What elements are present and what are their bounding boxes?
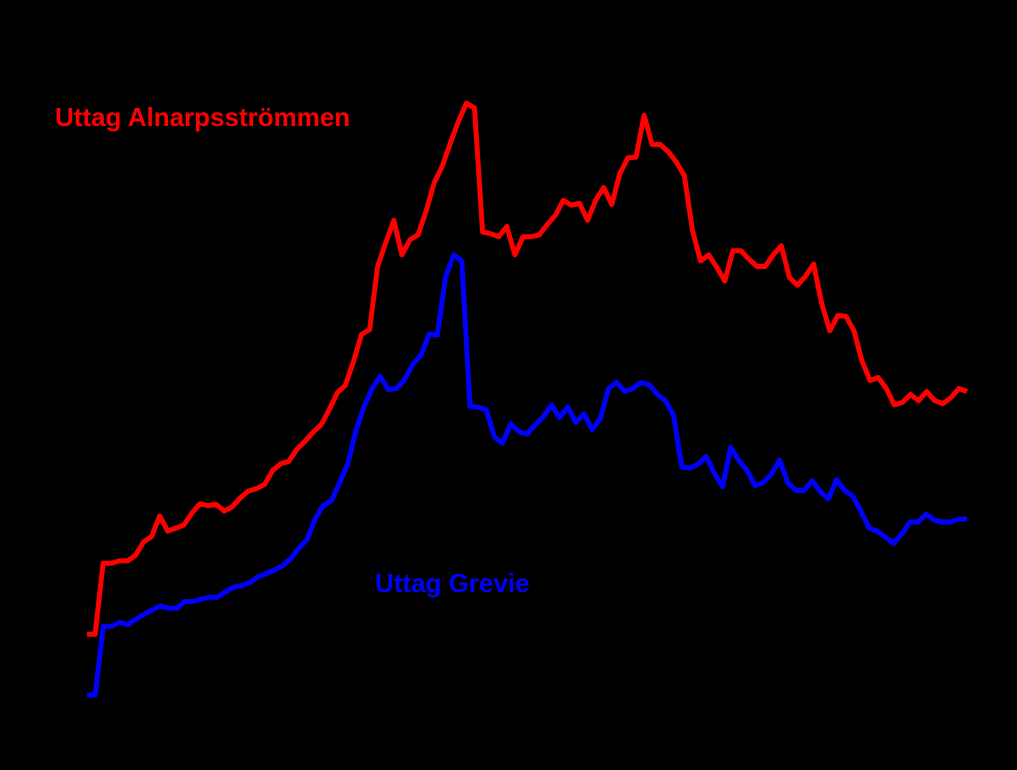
series-line-1 [87,252,967,698]
series-label-alnarpsstrommen: Uttag Alnarpsströmmen [55,102,350,132]
series-layer [87,100,968,698]
series-line-0 [87,100,968,637]
series-label-grevie: Uttag Grevie [375,568,530,598]
